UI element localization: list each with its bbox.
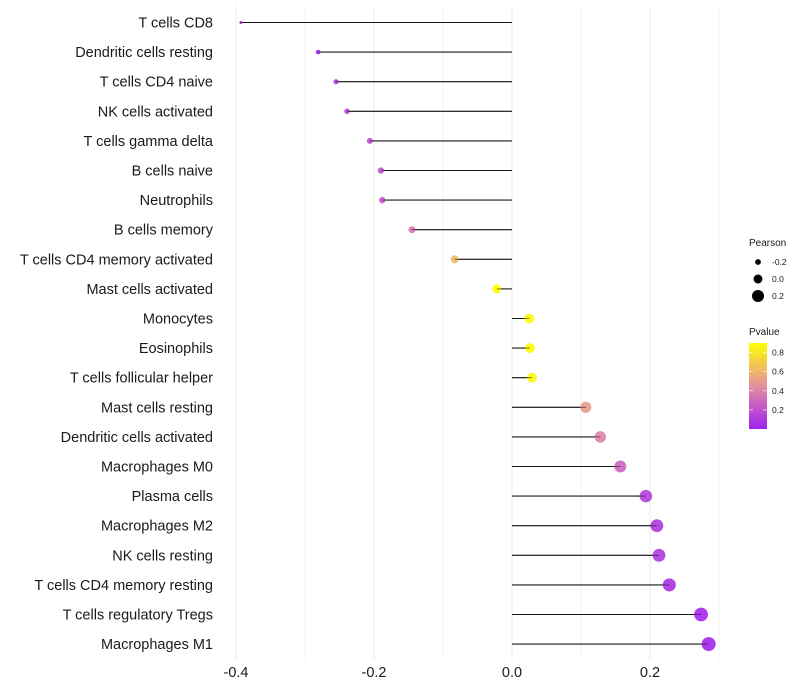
legend-size-title: Pearson <box>749 238 786 249</box>
y-tick-label: Mast cells resting <box>101 400 213 416</box>
grid-lines <box>235 6 720 660</box>
legend-color-label: 0.6 <box>772 367 784 377</box>
legend-color-label: 0.8 <box>772 348 784 358</box>
legend-color-label: 0.2 <box>772 405 784 415</box>
legend-size-key <box>753 274 763 284</box>
x-tick-label: 0.0 <box>502 665 522 681</box>
legend-size-label: 0.2 <box>772 291 784 301</box>
x-axis-ticks: -0.4 -0.2 0.0 0.2 <box>224 665 661 681</box>
y-tick-label: Dendritic cells resting <box>75 45 213 61</box>
lollipop-point <box>379 196 386 204</box>
legend-color-keys: 0.8 0.6 0.4 0.2 <box>749 348 784 415</box>
lollipop-point <box>594 431 607 443</box>
lollipop-point <box>580 401 592 413</box>
y-tick-label: Eosinophils <box>139 341 213 357</box>
legend-size-keys: -0.2 0.0 0.2 <box>752 257 787 302</box>
lollipop-points <box>239 21 716 652</box>
y-tick-label: T cells CD4 memory activated <box>20 252 213 268</box>
legend-size-label: -0.2 <box>772 257 787 267</box>
y-tick-label: T cells CD4 naive <box>100 75 213 91</box>
y-tick-label: T cells CD8 <box>138 16 213 32</box>
y-tick-label: B cells naive <box>132 164 213 180</box>
y-tick-label: B cells memory <box>114 223 214 239</box>
legend-color-title: Pvalue <box>749 327 780 338</box>
legend-size-key <box>755 259 761 265</box>
y-tick-label: T cells gamma delta <box>84 134 214 150</box>
y-tick-label: T cells follicular helper <box>70 371 213 387</box>
y-tick-label: Neutrophils <box>140 193 213 209</box>
x-tick-label: 0.2 <box>640 665 660 681</box>
y-tick-label: T cells CD4 memory resting <box>34 578 213 594</box>
x-tick-label: -0.2 <box>362 665 387 681</box>
y-tick-label: Macrophages M1 <box>101 637 213 653</box>
y-tick-label: Mast cells activated <box>86 282 213 298</box>
x-tick-label: -0.4 <box>224 665 249 681</box>
y-tick-label: Macrophages M0 <box>101 460 213 476</box>
y-tick-label: T cells regulatory Tregs <box>63 608 213 624</box>
y-tick-label: NK cells activated <box>98 104 213 120</box>
lollipop-segments <box>240 21 709 645</box>
y-tick-label: Macrophages M2 <box>101 519 213 535</box>
legend: Pearson -0.2 0.0 0.2 Pvalue 0.8 0.6 0.4 0.2 <box>749 238 787 429</box>
y-tick-label: NK cells resting <box>112 548 213 564</box>
legend-colorbar <box>749 343 767 429</box>
y-tick-label: Monocytes <box>143 312 213 328</box>
y-axis-labels: T cells CD8 Dendritic cells resting T cell… <box>20 16 214 654</box>
y-tick-label: Plasma cells <box>132 489 213 505</box>
y-tick-label: Dendritic cells activated <box>61 430 213 446</box>
legend-size-label: 0.0 <box>772 274 784 284</box>
legend-color-label: 0.4 <box>772 386 784 396</box>
legend-size-key <box>752 290 764 302</box>
